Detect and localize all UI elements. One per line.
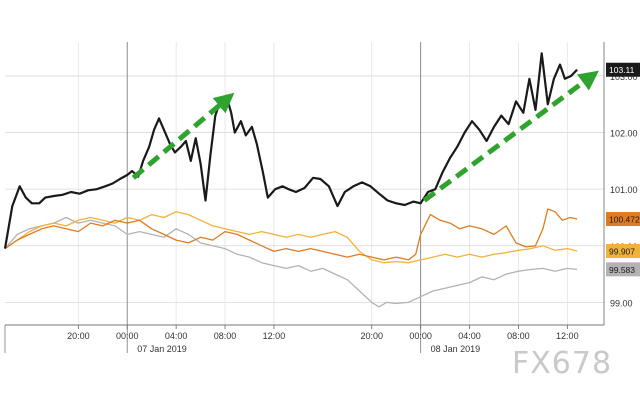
last-value-box-1	[606, 212, 640, 227]
series-line-2	[4, 211, 578, 264]
last-value-label-0: 103.11	[609, 65, 635, 75]
last-value-box-2	[606, 244, 640, 259]
x-tick-label: 12:00	[263, 331, 286, 341]
y-tick-label: 102.00	[610, 129, 638, 139]
series-line-3	[4, 216, 578, 308]
date-label: 08 Jan 2019	[431, 344, 481, 354]
y-tick-label: 99.00	[610, 298, 633, 308]
last-value-label-3: 99.583	[609, 265, 635, 275]
last-value-box-0	[606, 62, 640, 77]
trend-arrow-1	[131, 92, 235, 180]
x-tick-label: 04:00	[165, 331, 188, 341]
last-value-label-1: 100.472	[609, 215, 640, 225]
x-tick-label: 08:00	[507, 331, 530, 341]
last-value-box-3	[606, 262, 640, 277]
y-tick-label: 101.00	[610, 185, 638, 195]
series-line-1	[4, 208, 578, 261]
trend-arrow-2	[422, 70, 599, 203]
y-tick-label: 103.00	[610, 72, 638, 82]
last-value-label-2: 99.907	[609, 247, 635, 257]
x-tick-label: 00:00	[409, 331, 432, 341]
x-tick-label: 20:00	[360, 331, 383, 341]
date-label: 07 Jan 2019	[137, 344, 187, 354]
x-tick-label: 12:00	[556, 331, 579, 341]
x-tick-label: 20:00	[67, 331, 90, 341]
x-tick-label: 04:00	[458, 331, 481, 341]
series-line-0	[3, 52, 578, 249]
x-tick-label: 00:00	[116, 331, 139, 341]
watermark: FX678	[512, 346, 613, 381]
x-tick-label: 08:00	[214, 331, 237, 341]
